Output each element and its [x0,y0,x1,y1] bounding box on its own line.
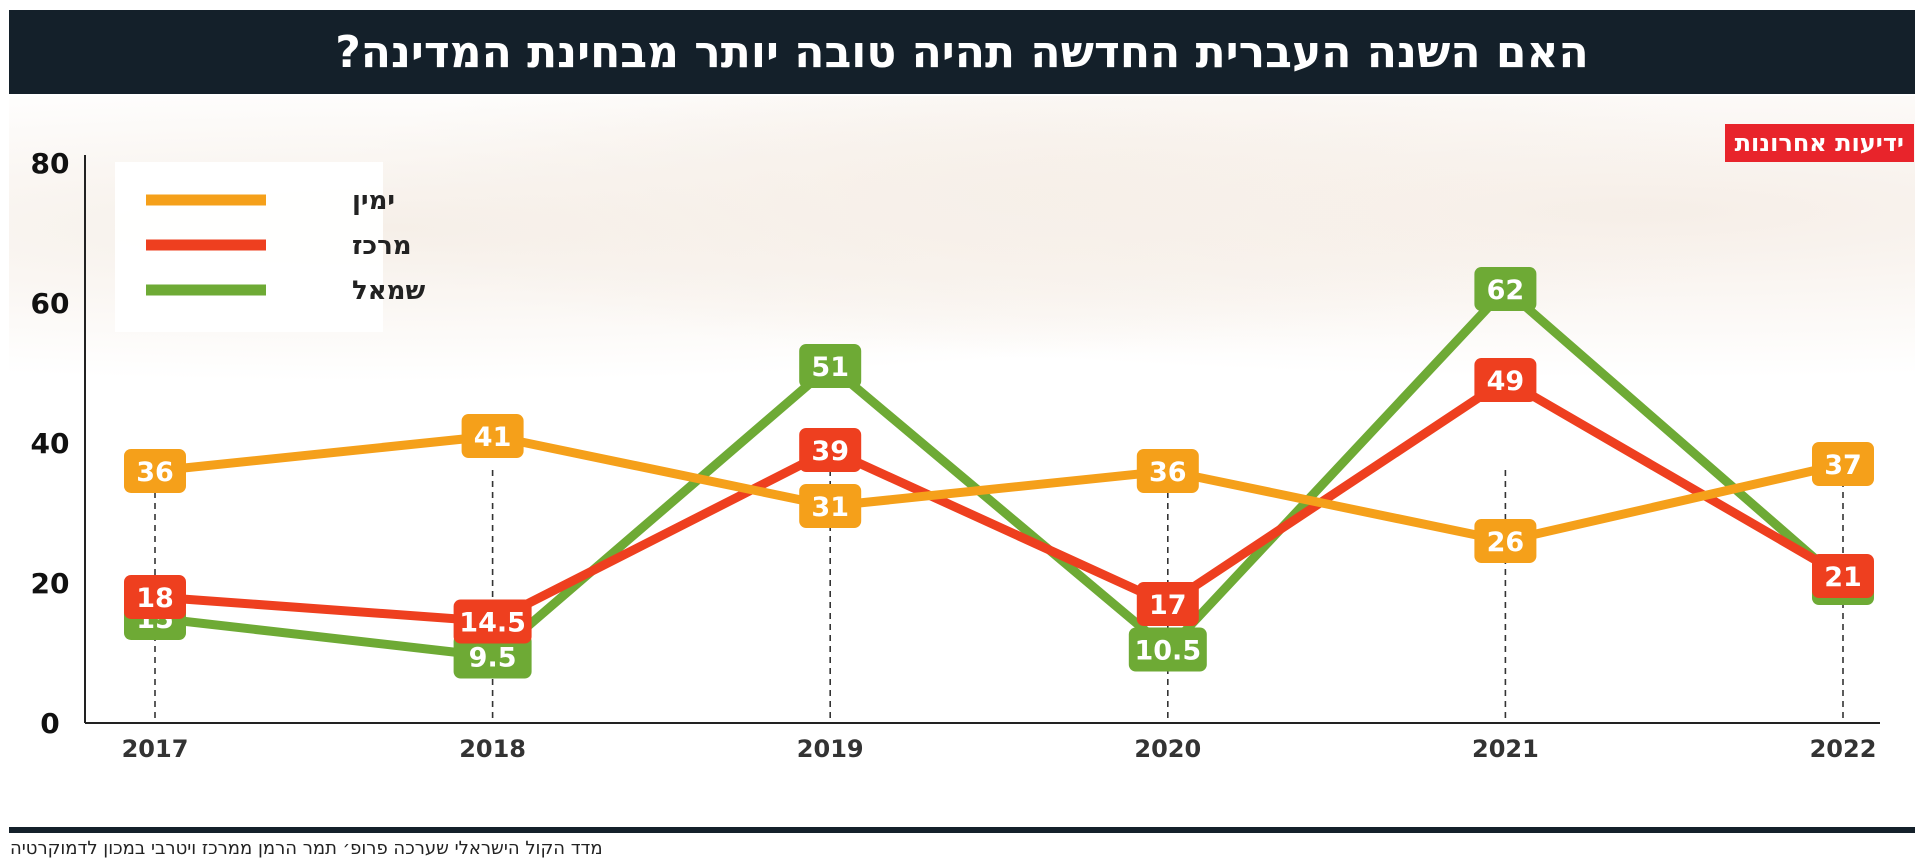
data-label: 51 [811,352,849,383]
y-tick-label: 20 [31,567,70,600]
data-point: 18 [124,575,186,619]
series-line [150,284,1848,661]
data-label: 39 [811,436,849,467]
data-point: 51 [799,344,862,388]
y-tick-label: 80 [31,147,70,180]
chart-title: האם השנה העברית החדשה תהיה טובה יותר מבח… [335,26,1589,78]
data-label: 17 [1149,590,1187,621]
title-bar: האם השנה העברית החדשה תהיה טובה יותר מבח… [9,10,1915,94]
data-point-box [1128,627,1207,672]
data-point-box [124,449,186,493]
legend: ימין מרכז שמאל [115,162,425,332]
bottom-rule [9,827,1915,833]
data-point-box [453,599,532,644]
data-point: 26 [1474,519,1537,563]
data-label: 37 [1824,450,1862,481]
brand-logo: ידיעות אחרונות [1724,124,1914,162]
data-point: 62 [1474,267,1537,311]
data-label: 41 [474,422,512,453]
data-label: 14.5 [459,608,526,639]
data-point: 41 [461,414,524,458]
data-point: 36 [124,449,186,493]
legend-label: ימין [352,186,395,216]
data-point-box [1136,449,1199,493]
y-tick-label: 40 [31,427,70,460]
series-line [150,375,1848,626]
data-label: 62 [1487,275,1525,306]
data-point: 31 [799,484,862,528]
data-point-box [1812,442,1874,486]
source-note: מדד הקול הישראלי שערכה פרופ׳ תמר הרמן ממ… [10,838,603,859]
legend-label: שמאל [352,276,425,306]
data-point: 36 [1136,449,1199,493]
x-tick-label: 2019 [797,735,864,763]
data-point: 10.5 [1128,627,1207,672]
data-point-box [799,428,862,472]
x-tick-label: 2020 [1134,735,1201,763]
data-point: 37 [1812,442,1874,486]
data-point: 17 [1136,582,1199,626]
data-label: 31 [811,492,849,523]
data-point-box [799,344,862,388]
legend-label: מרכז [352,231,412,261]
data-point: 39 [799,428,862,472]
data-point-box [1812,554,1874,598]
y-tick-label: 60 [31,287,70,320]
data-point-box [461,414,524,458]
data-label: 9.5 [469,643,517,674]
x-tick-label: 2021 [1472,735,1539,763]
data-point: 14.5 [453,599,532,644]
x-tick-label: 2022 [1810,735,1877,763]
data-point-box [1474,519,1537,563]
data-point: 21 [1812,554,1874,598]
data-label: 36 [136,457,174,488]
x-tick-label: 2018 [459,735,526,763]
data-label: 18 [136,583,174,614]
data-label: 36 [1149,457,1187,488]
series-line [150,431,1848,546]
data-label: 10.5 [1134,636,1201,667]
data-point-box [124,575,186,619]
data-label: 26 [1487,527,1525,558]
data-label: 21 [1824,562,1862,593]
data-point-box [1474,267,1537,311]
data-label: 49 [1487,366,1525,397]
data-point: 9.5 [453,634,532,679]
data-point-box [1136,582,1199,626]
data-point-box [1474,358,1537,402]
data-point-box [453,634,532,679]
x-tick-label: 2017 [122,735,189,763]
data-point-box [799,484,862,528]
y-tick-label: 0 [40,707,59,740]
data-point: 49 [1474,358,1537,402]
